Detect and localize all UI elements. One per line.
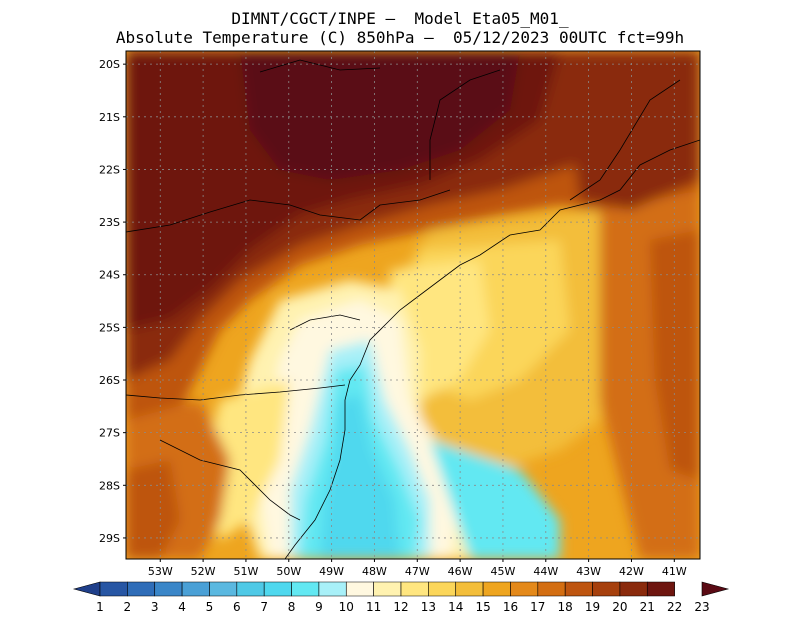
coastline-borders <box>126 59 700 559</box>
lon-label: 45W <box>491 565 516 578</box>
lat-label: 28S <box>99 479 120 492</box>
lon-label: 42W <box>619 565 644 578</box>
colorbar-swatch <box>564 581 593 597</box>
colorbar-labels: 1 2 3 4 5 6 7 8 9 10 11 12 13 14 15 16 17 18 19 20 21 22 23 <box>96 600 709 614</box>
colorbar-label: 8 <box>288 600 296 614</box>
colorbar-swatch <box>154 581 183 597</box>
lat-label: 23S <box>99 216 120 229</box>
colorbar-swatch <box>181 581 210 597</box>
colorbar-label: 6 <box>233 600 241 614</box>
lon-label: 43W <box>576 565 601 578</box>
map-title: DIMNT/CGCT/INPE – Model Eta05_M01_ <box>231 9 569 28</box>
colorbar-label: 11 <box>366 600 381 614</box>
colorbar-label: 23 <box>694 600 709 614</box>
colorbar-swatch <box>72 581 101 597</box>
lat-label: 29S <box>99 532 120 545</box>
colorbar-swatch <box>510 581 539 597</box>
lat-label: 22S <box>99 163 120 176</box>
colorbar-label: 1 <box>96 600 104 614</box>
lon-label: 48W <box>362 565 387 578</box>
lat-label: 20S <box>99 58 120 71</box>
colorbar <box>72 581 730 597</box>
lon-label: 46W <box>448 565 473 578</box>
map-frame <box>125 50 701 560</box>
colorbar-label: 5 <box>206 600 214 614</box>
colorbar-swatch <box>701 581 730 597</box>
lat-label: 27S <box>99 427 120 440</box>
colorbar-swatch <box>263 581 292 597</box>
colorbar-swatch <box>537 581 566 597</box>
colorbar-swatch <box>455 581 484 597</box>
colorbar-label: 12 <box>393 600 408 614</box>
lon-label: 44W <box>533 565 558 578</box>
colorbar-swatch <box>209 581 238 597</box>
lon-label: 52W <box>191 565 216 578</box>
colorbar-swatch <box>345 581 374 597</box>
colorbar-label: 21 <box>640 600 655 614</box>
colorbar-swatch <box>646 581 675 597</box>
colorbar-swatch <box>291 581 320 597</box>
lon-label: 41W <box>662 565 687 578</box>
colorbar-swatch <box>373 581 402 597</box>
colorbar-swatch <box>428 581 457 597</box>
map-subtitle: Absolute Temperature (C) 850hPa – 05/12/… <box>115 28 685 47</box>
lon-label: 50W <box>276 565 301 578</box>
colorbar-label: 14 <box>448 600 463 614</box>
colorbar-swatch <box>619 581 648 597</box>
lat-label: 24S <box>99 269 120 282</box>
colorbar-label: 4 <box>178 600 186 614</box>
lat-label: 25S <box>99 321 120 334</box>
longitude-labels: 53W 52W 51W 50W 49W 48W 47W 46W 45W 44W 43W 42W 41W <box>148 559 687 578</box>
temperature-field <box>126 51 700 559</box>
colorbar-label: 2 <box>124 600 132 614</box>
lon-label: 51W <box>234 565 259 578</box>
lon-label: 49W <box>319 565 344 578</box>
colorbar-label: 20 <box>612 600 627 614</box>
colorbar-label: 22 <box>667 600 682 614</box>
colorbar-label: 9 <box>315 600 323 614</box>
graticule <box>126 51 700 559</box>
colorbar-swatch <box>482 581 511 597</box>
latitude-labels: 20S 21S 22S 23S 24S 25S 26S 27S 28S 29S <box>99 58 126 545</box>
lon-label: 53W <box>148 565 173 578</box>
colorbar-label: 7 <box>260 600 268 614</box>
colorbar-label: 18 <box>558 600 573 614</box>
colorbar-swatch <box>400 581 429 597</box>
colorbar-swatch <box>99 581 128 597</box>
colorbar-swatch <box>592 581 621 597</box>
lat-label: 26S <box>99 374 120 387</box>
colorbar-label: 19 <box>585 600 600 614</box>
colorbar-swatch <box>318 581 347 597</box>
colorbar-label: 10 <box>339 600 354 614</box>
colorbar-label: 17 <box>530 600 545 614</box>
colorbar-label: 16 <box>503 600 518 614</box>
lon-label: 47W <box>405 565 430 578</box>
colorbar-label: 15 <box>475 600 490 614</box>
colorbar-label: 13 <box>421 600 436 614</box>
lat-label: 21S <box>99 111 120 124</box>
colorbar-swatch <box>127 581 156 597</box>
colorbar-swatch <box>236 581 265 597</box>
colorbar-label: 3 <box>151 600 159 614</box>
